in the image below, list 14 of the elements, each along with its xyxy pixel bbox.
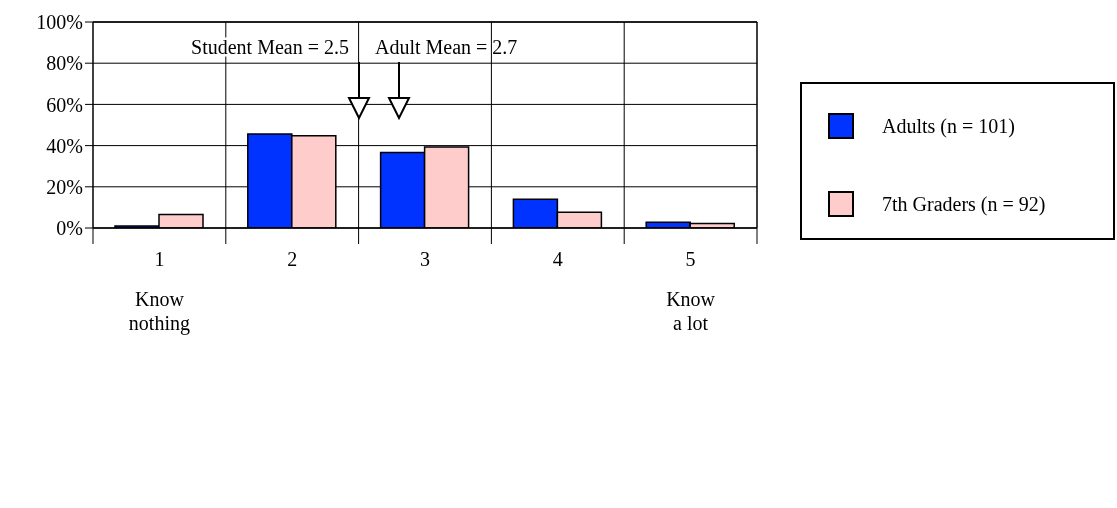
- x-tick-label: 3: [420, 248, 430, 270]
- x-tick-label: 2: [287, 248, 298, 270]
- y-tick-label: 60%: [46, 93, 83, 116]
- x-tick-label: 1 Know nothing: [128, 248, 190, 335]
- y-tick-label: 100%: [36, 11, 83, 34]
- legend-label: 7th Graders (n = 92): [882, 192, 1046, 216]
- y-tick-label: 0%: [56, 217, 83, 240]
- annotation: Adult Mean = 2.7: [375, 36, 518, 58]
- y-tick-label: 20%: [46, 175, 83, 198]
- x-tick-label: 5 Know a lot: [666, 248, 716, 334]
- y-tick-label: 80%: [46, 52, 83, 75]
- y-tick-label: 40%: [46, 134, 83, 157]
- x-tick-label: 4: [552, 248, 563, 270]
- legend-label: Adults (n = 101): [882, 114, 1015, 138]
